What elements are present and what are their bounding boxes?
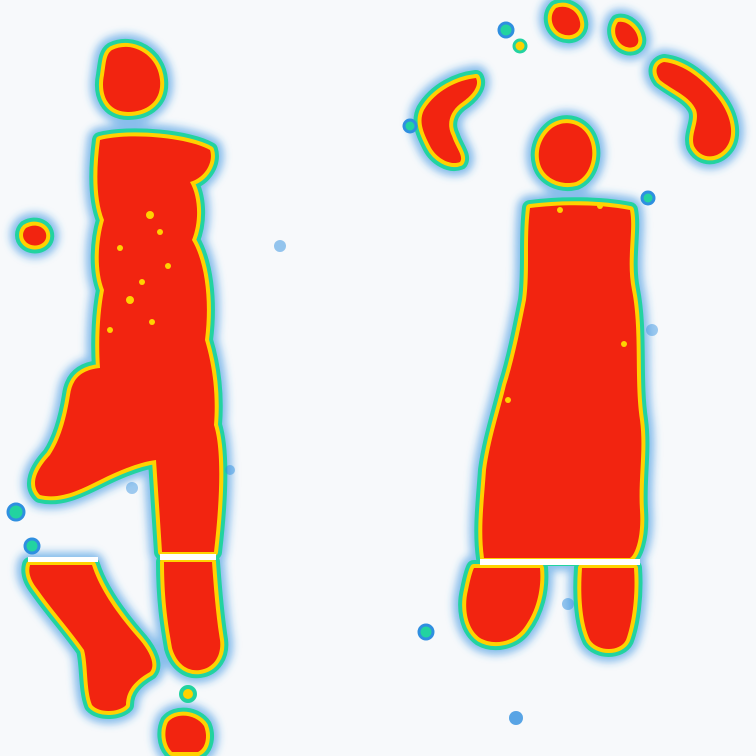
right-seam-vertical: [578, 208, 581, 558]
right-stray-dots: [402, 21, 658, 725]
right-leg-left-blob: [466, 568, 541, 643]
left-figure: [6, 46, 286, 752]
left-figure-core: [23, 46, 221, 752]
right-top-blob-a: [551, 6, 581, 36]
left-head-blob: [103, 46, 161, 112]
right-arc-left-blob: [421, 78, 478, 164]
left-seam-horizontal-2: [28, 557, 98, 562]
left-stray-dots: [6, 240, 286, 703]
right-body-blob: [482, 205, 642, 558]
right-top-blob-b: [615, 21, 639, 48]
left-seam-horizontal: [160, 554, 216, 560]
right-figure-specks: [505, 203, 627, 403]
right-leg-right-blob: [581, 568, 635, 649]
right-seam-horizontal: [480, 559, 640, 565]
right-figure: [402, 6, 732, 725]
right-arc-right-blob: [656, 62, 732, 157]
left-torso-blob: [35, 136, 220, 552]
right-figure-core: [421, 6, 732, 649]
right-head-blob: [538, 123, 593, 184]
left-arm-blob: [23, 225, 47, 246]
left-leg-blob-b: [164, 562, 221, 671]
left-figure-specks: [107, 211, 171, 333]
left-foot-bottom-blob: [165, 715, 206, 752]
left-leg-blob-a: [29, 565, 153, 712]
